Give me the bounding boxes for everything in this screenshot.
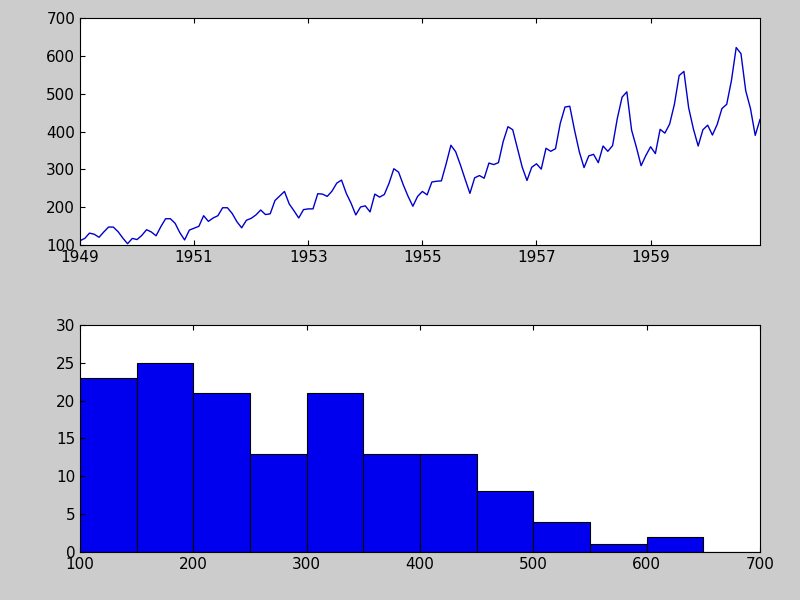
Bar — [250, 454, 306, 552]
Bar — [363, 454, 420, 552]
Bar — [646, 537, 703, 552]
Bar — [590, 544, 646, 552]
Bar — [306, 393, 363, 552]
Bar — [534, 522, 590, 552]
Bar — [477, 491, 534, 552]
Bar — [420, 454, 477, 552]
Bar — [80, 378, 137, 552]
Bar — [194, 393, 250, 552]
Bar — [137, 362, 194, 552]
